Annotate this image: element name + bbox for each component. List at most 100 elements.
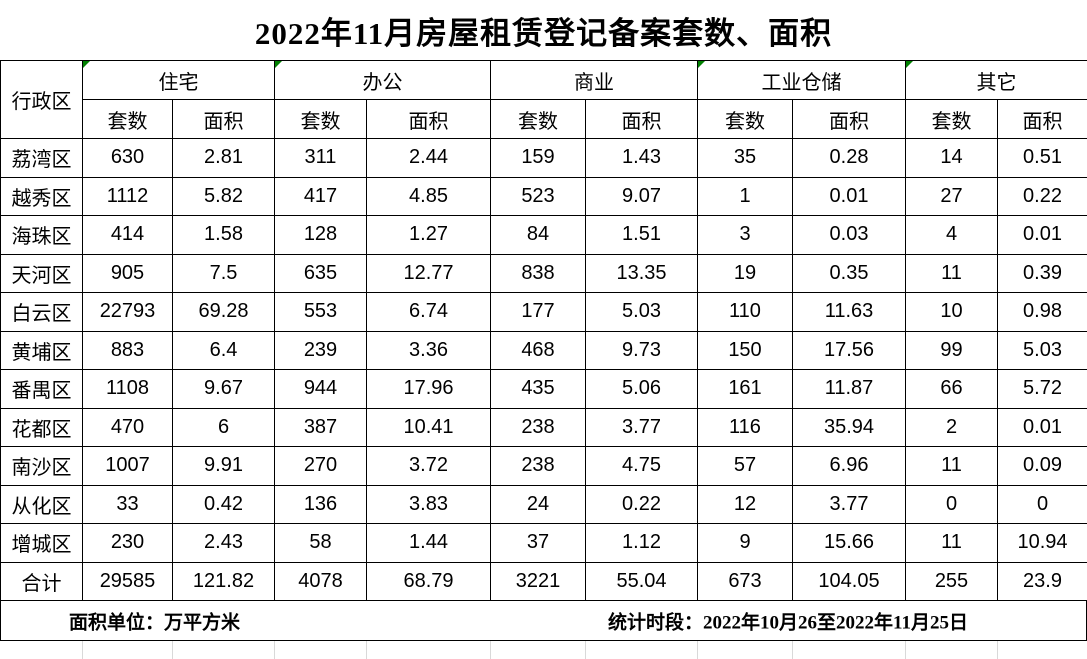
subheader-count: 套数 (905, 99, 998, 139)
data-cell: 10.41 (366, 407, 491, 447)
data-cell: 255 (905, 561, 998, 601)
data-cell: 0.01 (792, 176, 906, 216)
data-cell: 1.27 (366, 215, 491, 255)
data-cell: 553 (274, 292, 367, 332)
table-row: 增城区 230 2.43 58 1.44 37 1.12 9 15.66 11 10.94 (0, 523, 1087, 563)
data-cell: 136 (274, 484, 367, 524)
data-cell: 0.09 (997, 446, 1087, 486)
data-cell: 1.44 (366, 523, 491, 563)
subheader-count: 套数 (274, 99, 367, 139)
data-cell: 4078 (274, 561, 367, 601)
error-marker-icon (698, 61, 705, 68)
data-cell: 24 (490, 484, 586, 524)
data-cell: 0.51 (997, 138, 1087, 178)
data-cell: 11 (905, 253, 998, 293)
district-label: 海珠区 (0, 215, 83, 255)
data-cell: 470 (82, 407, 173, 447)
table-row: 从化区 33 0.42 136 3.83 24 0.22 12 3.77 0 0 (0, 484, 1087, 524)
data-cell: 883 (82, 330, 173, 370)
data-cell: 116 (697, 407, 793, 447)
header-sub-row: 套数 面积 套数 面积 套数 面积 套数 面积 套数 面积 (1, 99, 1087, 139)
table-row: 南沙区 1007 9.91 270 3.72 238 4.75 57 6.96 11 0.09 (0, 446, 1087, 486)
district-label: 荔湾区 (0, 138, 83, 178)
district-label: 南沙区 (0, 446, 83, 486)
corner-header: 行政区 (0, 60, 83, 139)
data-cell: 630 (82, 138, 173, 178)
data-cell: 9.07 (585, 176, 698, 216)
table-row: 海珠区 414 1.58 128 1.27 84 1.51 3 0.03 4 0.01 (0, 215, 1087, 255)
data-cell: 99 (905, 330, 998, 370)
sheet-gridline (792, 641, 793, 659)
table-row: 荔湾区 630 2.81 311 2.44 159 1.43 35 0.28 14 0.51 (0, 138, 1087, 178)
data-cell: 13.35 (585, 253, 698, 293)
group-header-office: 办公 (274, 60, 491, 100)
data-cell: 230 (82, 523, 173, 563)
data-cell: 11 (905, 446, 998, 486)
district-label: 越秀区 (0, 176, 83, 216)
sheet-gridline (274, 641, 275, 659)
data-cell: 2.43 (172, 523, 275, 563)
data-cell: 944 (274, 369, 367, 409)
data-cell: 2.44 (366, 138, 491, 178)
data-cell: 9.73 (585, 330, 698, 370)
group-label: 其它 (976, 71, 1017, 94)
data-cell: 9.91 (172, 446, 275, 486)
data-cell: 37 (490, 523, 586, 563)
data-cell: 4 (905, 215, 998, 255)
table-row: 花都区 470 6 387 10.41 238 3.77 116 35.94 2 0.01 (0, 407, 1087, 447)
data-cell: 66 (905, 369, 998, 409)
data-cell: 1.51 (585, 215, 698, 255)
data-cell: 1108 (82, 369, 173, 409)
sheet-gridline (172, 641, 173, 659)
data-cell: 238 (490, 407, 586, 447)
data-cell: 3.36 (366, 330, 491, 370)
district-label: 黄埔区 (0, 330, 83, 370)
error-marker-icon (906, 61, 913, 68)
data-cell: 14 (905, 138, 998, 178)
data-cell: 270 (274, 446, 367, 486)
data-cell: 0.03 (792, 215, 906, 255)
sheet-gridline (82, 641, 83, 659)
data-cell: 9 (697, 523, 793, 563)
table-row: 天河区 905 7.5 635 12.77 838 13.35 19 0.35 11 0.39 (0, 253, 1087, 293)
data-cell: 84 (490, 215, 586, 255)
group-header-industrial-storage: 工业仓储 (697, 60, 906, 100)
data-cell: 161 (697, 369, 793, 409)
error-marker-icon (83, 61, 90, 68)
data-cell: 104.05 (792, 561, 906, 601)
data-cell: 57 (697, 446, 793, 486)
data-cell: 2 (905, 407, 998, 447)
data-cell: 17.56 (792, 330, 906, 370)
table-row: 越秀区 1112 5.82 417 4.85 523 9.07 1 0.01 27 0.22 (0, 176, 1087, 216)
group-header-residential: 住宅 (82, 60, 275, 100)
data-cell: 10.94 (997, 523, 1087, 563)
district-label: 从化区 (0, 484, 83, 524)
table-row: 白云区 22793 69.28 553 6.74 177 5.03 110 11.63 10 0.9… (0, 292, 1087, 332)
data-cell: 673 (697, 561, 793, 601)
group-label: 工业仓储 (761, 71, 842, 94)
unit-note: 面积单位：万平方米 (69, 612, 241, 633)
data-cell: 33 (82, 484, 173, 524)
data-cell: 387 (274, 407, 367, 447)
subheader-count: 套数 (490, 99, 586, 139)
data-cell: 0.98 (997, 292, 1087, 332)
district-label: 白云区 (0, 292, 83, 332)
data-cell: 5.03 (997, 330, 1087, 370)
data-cell: 238 (490, 446, 586, 486)
data-cell: 417 (274, 176, 367, 216)
data-cell: 1 (697, 176, 793, 216)
data-cell: 22793 (82, 292, 173, 332)
data-cell: 27 (905, 176, 998, 216)
data-cell: 4.85 (366, 176, 491, 216)
data-cell: 15.66 (792, 523, 906, 563)
data-cell: 159 (490, 138, 586, 178)
sheet-gridline (366, 641, 367, 659)
data-cell: 3.83 (366, 484, 491, 524)
error-marker-icon (275, 61, 282, 68)
group-header-other: 其它 (905, 60, 1087, 100)
data-cell: 177 (490, 292, 586, 332)
data-cell: 128 (274, 215, 367, 255)
data-cell: 3 (697, 215, 793, 255)
data-cell: 35.94 (792, 407, 906, 447)
data-cell: 5.82 (172, 176, 275, 216)
